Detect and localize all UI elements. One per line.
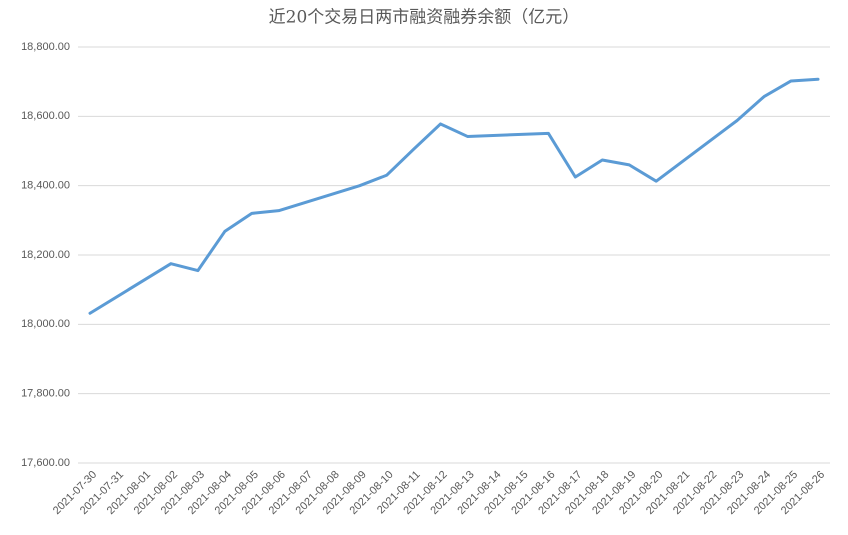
y-tick-label: 18,800.00: [21, 41, 70, 53]
y-tick-label: 18,000.00: [21, 318, 70, 330]
y-tick-label: 18,600.00: [21, 110, 70, 122]
chart-title: 近20个交易日两市融资融券余额（亿元）: [269, 8, 580, 28]
y-tick-label: 18,400.00: [21, 180, 70, 192]
series-line: [88, 77, 820, 315]
y-tick-label: 18,200.00: [21, 249, 70, 261]
y-tick-label: 17,800.00: [21, 388, 70, 400]
y-tick-label: 17,600.00: [21, 457, 70, 469]
